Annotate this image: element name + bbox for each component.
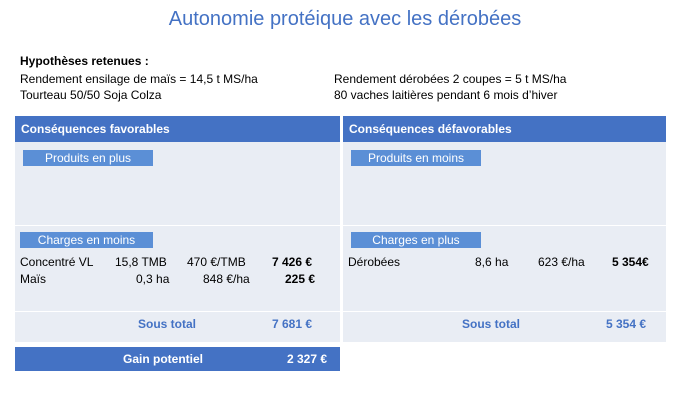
charges-en-moins-label: Charges en moins bbox=[20, 232, 153, 248]
favorable-divider-2 bbox=[15, 311, 340, 312]
defavorable-row-price: 623 €/ha bbox=[538, 255, 585, 269]
hypothesis-right-1: Rendement dérobées 2 coupes = 5 t MS/ha bbox=[334, 72, 567, 86]
charges-en-plus-label: Charges en plus bbox=[351, 232, 481, 248]
favorable-divider-1 bbox=[15, 225, 340, 226]
gain-value: 2 327 € bbox=[287, 352, 328, 366]
defavorable-row-total: 5 354€ bbox=[612, 255, 649, 269]
produits-en-moins-label: Produits en moins bbox=[351, 150, 481, 166]
hypothesis-left-2: Tourteau 50/50 Soja Colza bbox=[20, 88, 162, 102]
favorable-row-name: Concentré VL bbox=[20, 255, 94, 269]
favorable-row-qty: 15,8 TMB bbox=[115, 255, 167, 269]
gain-label: Gain potentiel bbox=[123, 352, 204, 366]
favorable-subtotal-label: Sous total bbox=[138, 317, 197, 331]
defavorable-header: Conséquences défavorables bbox=[343, 116, 666, 142]
defavorable-row-name: Dérobées bbox=[348, 255, 401, 269]
defavorable-subtotal-value: 5 354 € bbox=[606, 317, 647, 331]
defavorable-row-qty: 8,6 ha bbox=[475, 255, 509, 269]
favorable-row-name: Maïs bbox=[20, 272, 47, 286]
favorable-row-qty: 0,3 ha bbox=[136, 272, 170, 286]
hypothesis-left-1: Rendement ensilage de maïs = 14,5 t MS/h… bbox=[20, 72, 258, 86]
defavorable-divider-2 bbox=[343, 311, 666, 312]
hypothesis-right-2: 80 vaches laitières pendant 6 mois d’hiv… bbox=[334, 88, 558, 102]
produits-en-plus-label: Produits en plus bbox=[23, 150, 153, 166]
defavorable-divider-1 bbox=[343, 225, 666, 226]
gain-box: Gain potentiel 2 327 € bbox=[15, 347, 340, 371]
favorable-row-price: 848 €/ha bbox=[203, 272, 250, 286]
page-title: Autonomie protéique avec les dérobées bbox=[168, 8, 522, 30]
favorable-row-price: 470 €/TMB bbox=[187, 255, 246, 269]
hypotheses-heading: Hypothèses retenues : bbox=[20, 54, 149, 68]
defavorable-subtotal-label: Sous total bbox=[462, 317, 521, 331]
favorable-header: Conséquences favorables bbox=[15, 116, 340, 142]
favorable-subtotal-value: 7 681 € bbox=[272, 317, 313, 331]
favorable-row-total: 225 € bbox=[285, 272, 316, 286]
favorable-row-total: 7 426 € bbox=[272, 255, 313, 269]
